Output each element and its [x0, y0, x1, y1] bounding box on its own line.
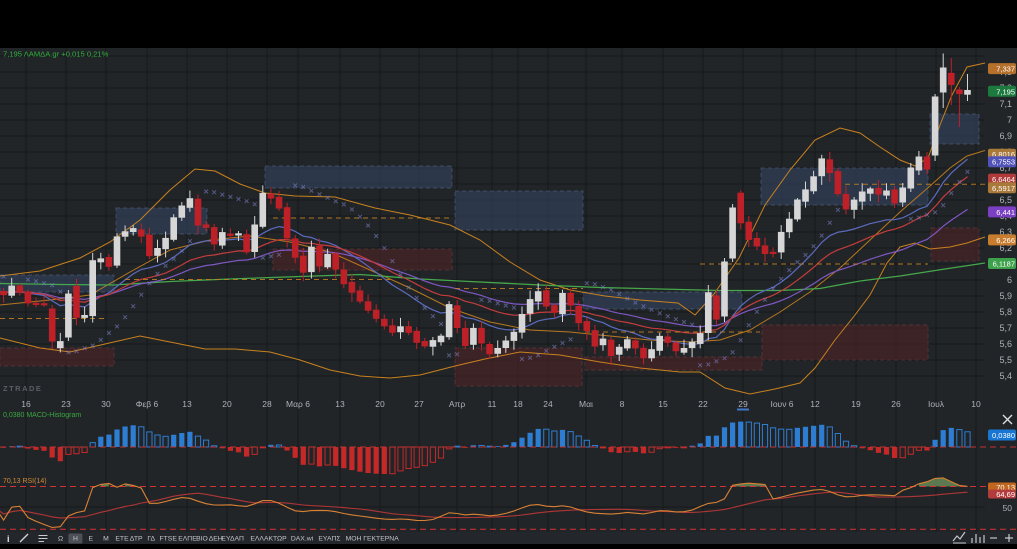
svg-text:26: 26	[891, 399, 901, 409]
svg-text:23: 23	[61, 399, 71, 409]
svg-text:5,8: 5,8	[999, 307, 1012, 317]
svg-text:10: 10	[971, 399, 981, 409]
svg-text:0,0380: 0,0380	[992, 431, 1015, 440]
svg-text:i: i	[7, 534, 10, 544]
svg-text:7,195: 7,195	[996, 87, 1015, 96]
svg-text:Ιουν 6: Ιουν 6	[770, 399, 793, 409]
svg-text:27: 27	[414, 399, 424, 409]
svg-text:5,6: 5,6	[999, 339, 1012, 349]
svg-text:ZTRADE: ZTRADE	[3, 384, 42, 393]
svg-text:ΒΙΟ: ΒΙΟ	[196, 536, 208, 543]
svg-text:6,6464: 6,6464	[992, 175, 1015, 184]
svg-text:Ιουλ: Ιουλ	[928, 399, 945, 409]
svg-text:15: 15	[658, 399, 668, 409]
svg-text:6,9: 6,9	[999, 131, 1012, 141]
svg-text:DAX.wi: DAX.wi	[291, 536, 314, 543]
svg-text:E: E	[89, 536, 94, 543]
svg-text:5,7: 5,7	[999, 323, 1012, 333]
svg-text:7,195 ΛΑΜΔΑ.gr +0,015 0,21%: 7,195 ΛΑΜΔΑ.gr +0,015 0,21%	[3, 50, 109, 59]
svg-text:7: 7	[1007, 115, 1012, 125]
svg-text:6: 6	[1007, 275, 1012, 285]
svg-text:16: 16	[21, 399, 31, 409]
svg-text:11: 11	[488, 399, 497, 409]
svg-text:8: 8	[620, 399, 625, 409]
svg-text:6,2: 6,2	[999, 243, 1012, 253]
svg-text:50: 50	[1003, 503, 1013, 513]
svg-text:28: 28	[262, 399, 272, 409]
svg-text:ΔΕΗ: ΔΕΗ	[209, 536, 223, 543]
svg-text:20: 20	[222, 399, 232, 409]
svg-text:0,0380 MACD-Histogram: 0,0380 MACD-Histogram	[3, 412, 81, 419]
svg-text:ΕΛΛΑΚΤΩΡ: ΕΛΛΑΚΤΩΡ	[250, 536, 287, 543]
svg-text:20: 20	[375, 399, 385, 409]
svg-text:6,7553: 6,7553	[992, 158, 1015, 167]
svg-text:ΕΥΑΠΣ: ΕΥΑΠΣ	[318, 536, 340, 543]
svg-text:70,13 RSI(14): 70,13 RSI(14)	[3, 478, 47, 485]
svg-text:12: 12	[810, 399, 820, 409]
svg-text:64,69: 64,69	[996, 490, 1015, 499]
svg-text:ΓΔ: ΓΔ	[147, 536, 155, 543]
svg-text:6,5: 6,5	[999, 195, 1012, 205]
svg-text:6,3: 6,3	[999, 227, 1012, 237]
svg-text:6,7: 6,7	[999, 163, 1012, 173]
svg-text:19: 19	[851, 399, 861, 409]
svg-text:7,1: 7,1	[999, 99, 1012, 109]
svg-text:18: 18	[513, 399, 523, 409]
svg-text:5,9: 5,9	[999, 291, 1012, 301]
svg-text:5,4: 5,4	[999, 371, 1012, 381]
svg-text:FTSE: FTSE	[160, 536, 178, 543]
svg-text:6,266: 6,266	[996, 236, 1015, 245]
svg-text:70,13: 70,13	[996, 483, 1015, 492]
svg-text:24: 24	[543, 399, 553, 409]
svg-text:6,1187: 6,1187	[993, 260, 1015, 269]
svg-text:ΔΤΡ: ΔΤΡ	[130, 536, 143, 543]
svg-text:ΓΕΚΤΕΡΝΑ: ΓΕΚΤΕΡΝΑ	[363, 536, 399, 543]
svg-text:5,5: 5,5	[999, 355, 1012, 365]
svg-text:6,441: 6,441	[996, 208, 1015, 217]
svg-text:Ω: Ω	[58, 536, 63, 543]
svg-text:22: 22	[698, 399, 708, 409]
svg-text:29: 29	[738, 399, 748, 409]
svg-text:Μαρ 6: Μαρ 6	[286, 399, 310, 409]
svg-text:13: 13	[182, 399, 192, 409]
svg-text:M: M	[103, 536, 109, 543]
svg-text:6,8016: 6,8016	[992, 150, 1015, 159]
svg-text:Απρ: Απρ	[449, 399, 466, 409]
svg-text:ΕΛΠΕ: ΕΛΠΕ	[178, 536, 197, 543]
svg-text:Φεβ 6: Φεβ 6	[136, 399, 159, 409]
svg-text:6,5917: 6,5917	[992, 184, 1015, 193]
svg-text:ΕΤΕ: ΕΤΕ	[115, 536, 129, 543]
svg-text:7,337: 7,337	[996, 65, 1015, 74]
svg-text:ΕΥΔΑΠ: ΕΥΔΑΠ	[221, 536, 244, 543]
svg-text:Μαι: Μαι	[579, 399, 593, 409]
svg-text:H: H	[73, 536, 78, 543]
svg-text:13: 13	[335, 399, 345, 409]
svg-text:ΜΟΗ: ΜΟΗ	[346, 536, 362, 543]
svg-text:30: 30	[101, 399, 111, 409]
